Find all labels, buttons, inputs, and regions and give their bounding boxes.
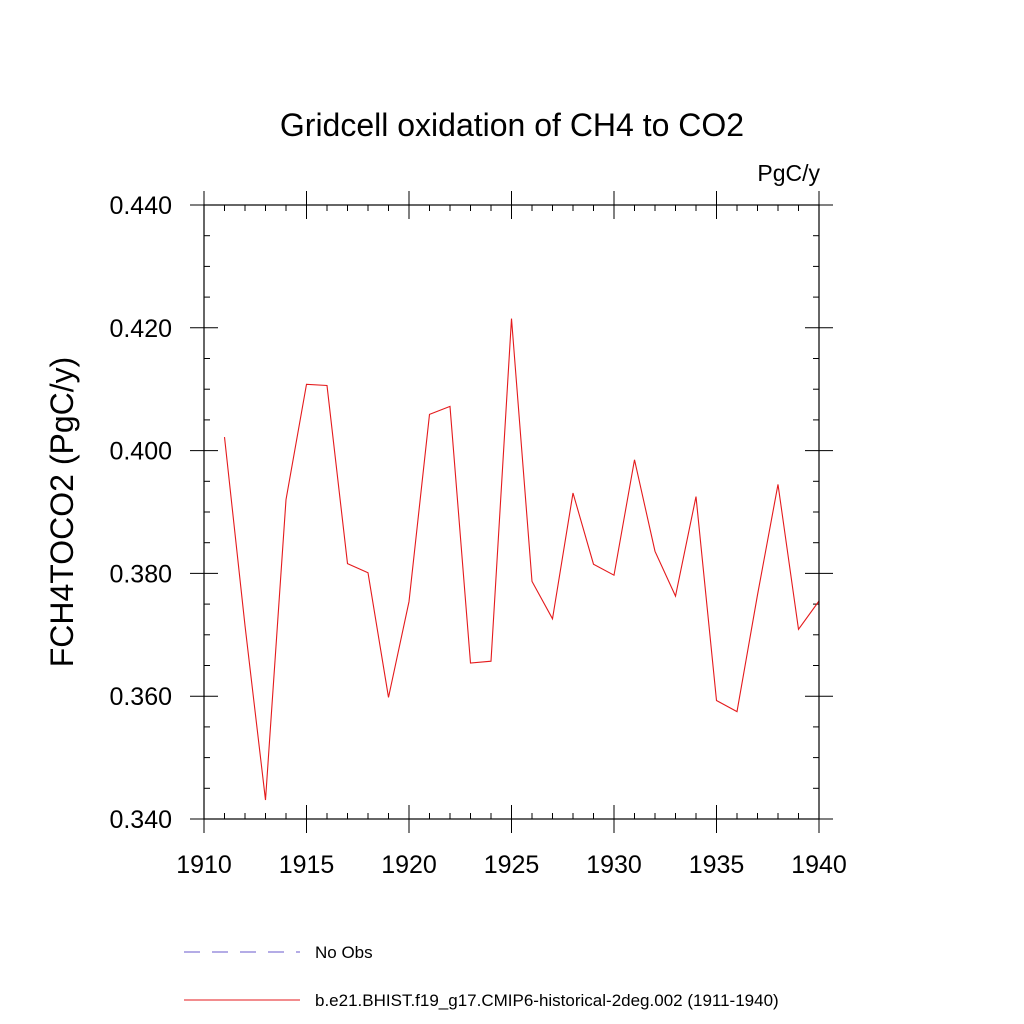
y-tick-label: 0.380 [109, 560, 172, 588]
axis-ticks [190, 191, 833, 833]
x-tick-label: 1925 [484, 851, 540, 879]
plot-series [223, 318, 820, 801]
chart-title: Gridcell oxidation of CH4 to CO2 [280, 107, 744, 143]
y-axis-label: FCH4TOCO2 (PgC/y) [44, 357, 80, 668]
x-tick-label: 1910 [176, 851, 232, 879]
y-tick-label: 0.360 [109, 683, 172, 711]
x-tick-label: 1930 [586, 851, 642, 879]
y-tick-label: 0.400 [109, 438, 172, 466]
x-tick-label: 1915 [279, 851, 335, 879]
series-line [223, 318, 820, 801]
legend-label: No Obs [315, 943, 373, 962]
plot-frame [203, 204, 820, 820]
x-tick-label: 1940 [791, 851, 847, 879]
legend: No Obs b.e21.BHIST.f19_g17.CMIP6-historic… [184, 943, 779, 1010]
legend-label: b.e21.BHIST.f19_g17.CMIP6-historical-2de… [315, 991, 779, 1010]
y-tick-label: 0.340 [109, 806, 172, 834]
y-tick-label: 0.420 [109, 315, 172, 343]
units-label: PgC/y [757, 160, 820, 186]
axis-tick-labels: 1910 1915 1920 1925 1930 1935 1940 0.340 0.360 0.… [109, 192, 846, 879]
x-tick-label: 1920 [381, 851, 437, 879]
x-tick-label: 1935 [689, 851, 745, 879]
y-tick-label: 0.440 [109, 192, 172, 220]
